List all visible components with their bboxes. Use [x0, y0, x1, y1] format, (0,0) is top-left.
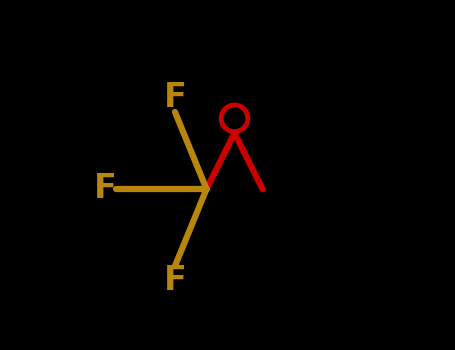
Text: F: F [163, 264, 187, 296]
Text: F: F [94, 173, 116, 205]
Text: F: F [163, 82, 187, 114]
Circle shape [221, 105, 248, 132]
